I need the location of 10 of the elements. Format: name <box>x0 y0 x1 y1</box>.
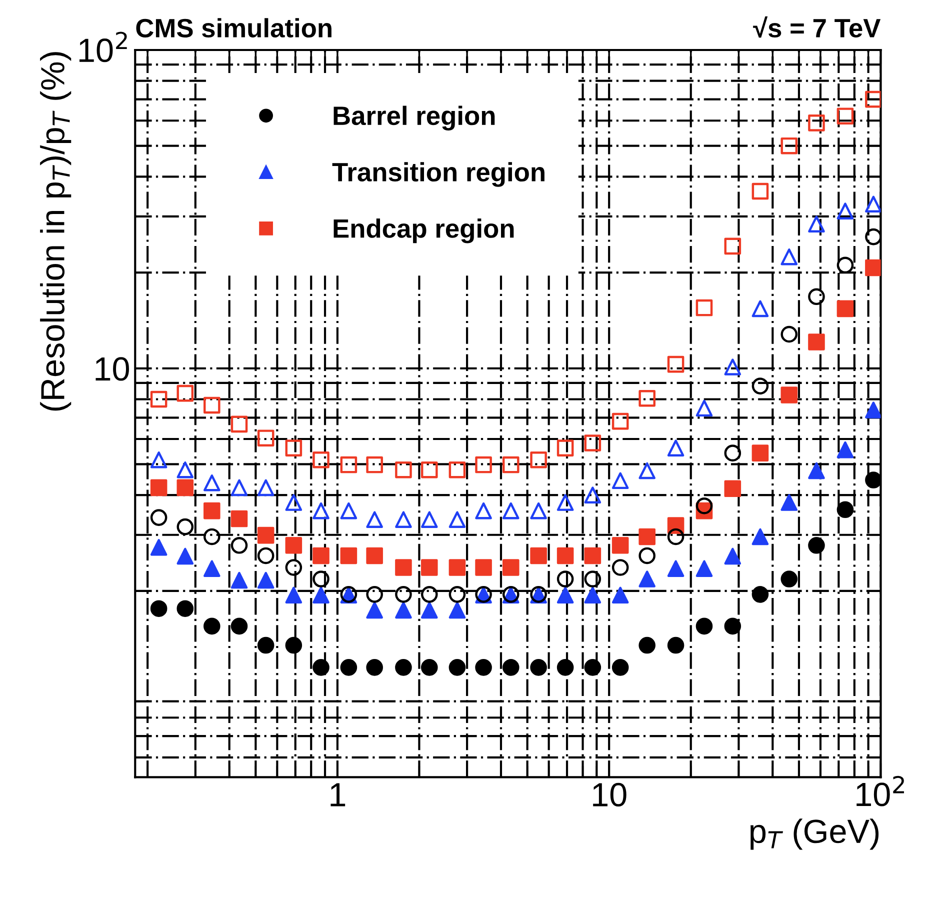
x-tick-label: 10 <box>593 782 626 807</box>
x-tick-label: 1 <box>330 783 346 806</box>
text: CMS simulation <box>136 18 332 38</box>
x-axis-title: p$_{T}$ (GeV) <box>750 818 879 850</box>
legend-label: Endcap region <box>334 218 514 244</box>
legend-label: Barrel region <box>334 106 495 130</box>
x-tick-label: 10$^{2}$ <box>856 776 904 806</box>
legend-label: Transition region <box>332 162 544 187</box>
y-axis-title: (Resolution in p$_{T}$)/p$_{T}$ (%) <box>40 52 72 411</box>
text: √s = 7 TeV <box>753 16 881 38</box>
